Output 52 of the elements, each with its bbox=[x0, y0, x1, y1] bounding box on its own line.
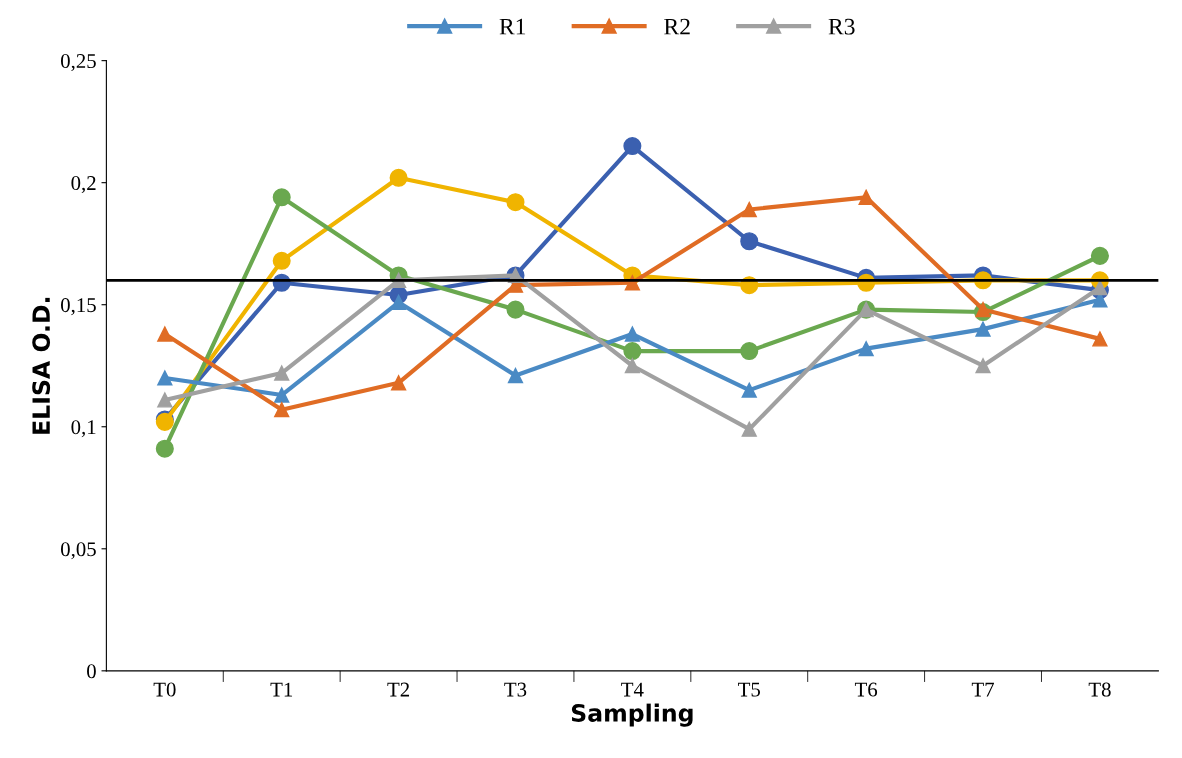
point bbox=[274, 402, 290, 418]
x-axis-title: Sampling bbox=[571, 703, 693, 727]
point bbox=[157, 392, 173, 408]
legend-label: R3 bbox=[828, 18, 855, 35]
x-tick-label: T6 bbox=[854, 682, 878, 697]
x-tick-label: T4 bbox=[621, 682, 644, 697]
point bbox=[624, 326, 641, 342]
x-tick-label: T1 bbox=[270, 682, 293, 697]
point bbox=[740, 232, 759, 251]
point bbox=[975, 358, 991, 374]
x-tick-label: T8 bbox=[1088, 682, 1111, 697]
legend-label: R1 bbox=[499, 18, 526, 35]
point bbox=[740, 342, 759, 361]
point bbox=[975, 301, 991, 318]
point bbox=[274, 365, 290, 381]
point bbox=[1092, 279, 1108, 296]
y-tick-label: 0,15 bbox=[60, 298, 96, 316]
y-tick-label: 0,1 bbox=[71, 420, 96, 438]
y-tick-label: 0 bbox=[87, 664, 96, 679]
y-tick-label: 0,05 bbox=[60, 542, 96, 560]
point bbox=[506, 193, 525, 212]
x-tick-label: T2 bbox=[387, 682, 410, 697]
point bbox=[1092, 331, 1108, 347]
point bbox=[741, 382, 757, 398]
legend-label: R2 bbox=[664, 18, 690, 35]
x-tick-label: T7 bbox=[971, 682, 994, 697]
point bbox=[507, 367, 524, 384]
x-tick-label: T5 bbox=[738, 682, 761, 697]
point bbox=[389, 168, 408, 187]
point bbox=[157, 370, 173, 386]
point bbox=[858, 189, 874, 205]
point bbox=[741, 421, 757, 437]
point bbox=[858, 341, 874, 357]
point bbox=[272, 251, 291, 270]
x-tick-label: T3 bbox=[504, 682, 527, 697]
x-tick-label: T0 bbox=[153, 682, 176, 697]
point bbox=[741, 201, 757, 218]
point bbox=[390, 375, 407, 391]
y-tick-label: 0,25 bbox=[60, 54, 96, 72]
point bbox=[975, 321, 991, 337]
point bbox=[390, 294, 407, 310]
y-tick-label: 0,2 bbox=[71, 176, 96, 194]
point bbox=[623, 137, 642, 156]
point bbox=[155, 439, 174, 458]
point bbox=[506, 300, 525, 319]
point bbox=[624, 358, 641, 374]
y-axis-title: ELISA O.D. bbox=[32, 297, 51, 434]
point bbox=[272, 188, 291, 207]
point bbox=[1090, 246, 1109, 265]
point bbox=[274, 387, 290, 403]
point bbox=[157, 326, 173, 342]
point bbox=[623, 342, 642, 361]
